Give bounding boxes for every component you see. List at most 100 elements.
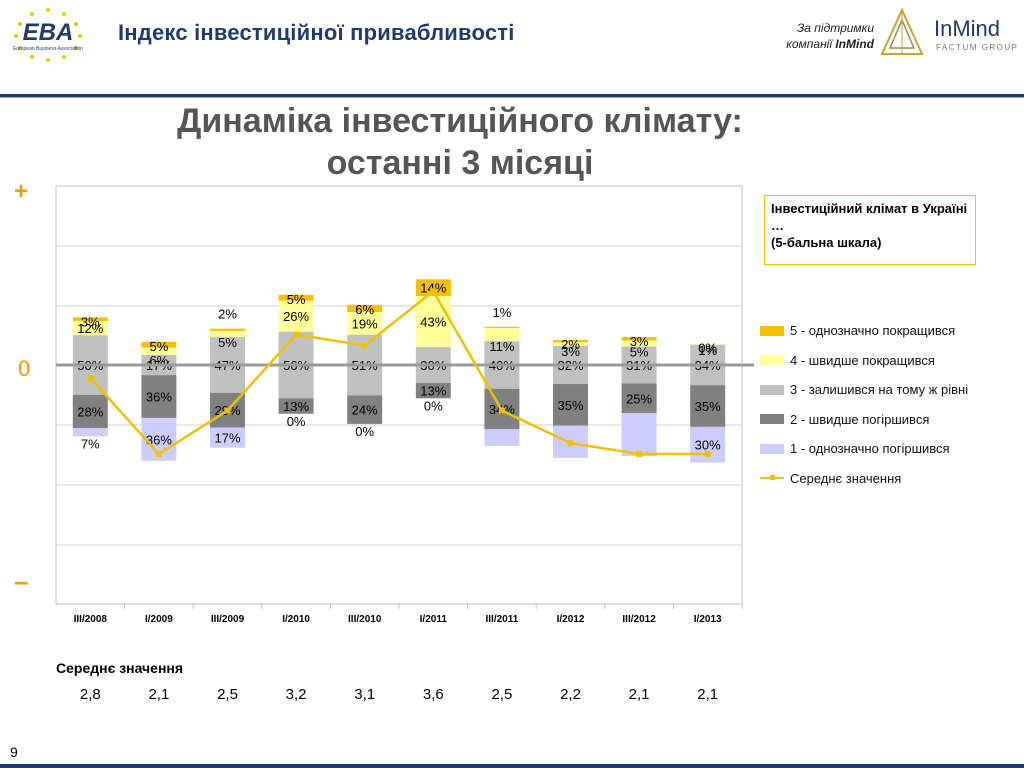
bar-segment: [210, 427, 245, 448]
data-label: 17%: [214, 431, 240, 446]
data-label: 28%: [77, 404, 103, 419]
eba-logo-subtext: European Business Association: [13, 46, 83, 52]
data-label: 0%: [355, 424, 374, 439]
average-value: 3,1: [354, 686, 376, 703]
bar-segment: [347, 395, 383, 424]
bar-segment: [347, 312, 383, 335]
average-point: [567, 440, 574, 447]
bar-segment: [141, 347, 177, 355]
bar-segment: [141, 375, 177, 418]
average-value: 3,6: [422, 686, 444, 703]
average-value: 2,5: [217, 686, 238, 703]
x-tick-label: III/2010: [348, 614, 382, 625]
support-line1: За підтримки: [796, 21, 874, 35]
data-label: 5%: [150, 339, 169, 354]
x-tick-label: III/2012: [622, 614, 656, 625]
legend-label: 4 - швидше покращився: [790, 352, 935, 368]
average-value: 2,1: [148, 686, 170, 703]
data-label: 0%: [287, 414, 306, 429]
bar-segment: [415, 295, 451, 348]
bar-segment: [690, 343, 726, 345]
header-divider: [0, 94, 1024, 97]
x-tick-label: III/2008: [74, 614, 108, 625]
data-label: 30%: [695, 438, 721, 453]
data-label: 5%: [218, 335, 237, 350]
legend-swatch: [760, 325, 784, 336]
data-label: 19%: [352, 316, 378, 331]
slide-title: Динаміка інвестиційного клімату: останні…: [0, 100, 920, 184]
legend-label: 3 - залишився на тому ж рівні: [790, 382, 969, 398]
legend-item: 3 - залишився на тому ж рівні: [760, 375, 980, 405]
bar-segment: [621, 413, 657, 457]
average-point: [224, 407, 231, 414]
inmind-logo-subtext: FACTUM GROUP: [936, 43, 1018, 52]
bar-segment: [553, 384, 588, 426]
support-brand: InMind: [835, 37, 874, 51]
legend-title: Інвестиційний клімат в Україні … (5-баль…: [764, 195, 976, 265]
average-point: [636, 450, 643, 457]
bar-segment: [484, 429, 520, 446]
bar-segment: [210, 331, 245, 338]
data-label: 26%: [283, 309, 309, 324]
average-point: [155, 450, 162, 457]
page-number: 9: [10, 744, 18, 760]
inmind-logo-text: InMind: [934, 16, 1000, 41]
bar-segment: [210, 328, 245, 332]
bar-segment: [621, 337, 657, 341]
legend-item: 4 - швидше покращився: [760, 346, 980, 376]
legend-label: 2 - швидше погіршився: [790, 411, 930, 427]
data-label: 36%: [146, 390, 172, 405]
x-tick-label: III/2011: [485, 614, 518, 625]
data-label: 3%: [81, 314, 100, 329]
legend-swatch: [760, 355, 784, 366]
x-tick-label: I/2013: [694, 614, 722, 625]
bar-segment: [72, 428, 108, 437]
slide-title-line1: Динаміка інвестиційного клімату:: [177, 102, 743, 140]
bar-segment: [553, 340, 588, 343]
data-label: 1%: [698, 343, 717, 358]
legend-item: Середнє значення: [760, 464, 980, 494]
data-label: 24%: [352, 403, 378, 418]
average-value: 2,5: [491, 686, 513, 703]
data-label: 5%: [630, 345, 649, 360]
legend-item: 2 - швидше погіршився: [760, 405, 980, 435]
average-value: 2,1: [628, 686, 650, 703]
bar-segment: [484, 326, 520, 329]
average-point: [361, 342, 368, 349]
bar-segment: [278, 294, 314, 301]
average-value: 2,2: [560, 686, 581, 703]
x-tick-label: I/2011: [420, 614, 448, 625]
data-label: 2%: [561, 337, 580, 352]
average-point: [498, 407, 505, 414]
data-label: 13%: [283, 399, 309, 414]
legend-swatch: [760, 443, 784, 454]
x-tick-label: III/2009: [211, 614, 245, 625]
data-label: 7%: [81, 436, 100, 451]
bar-segment: [484, 328, 520, 342]
average-value: 2,1: [697, 686, 719, 703]
inmind-logo: InMind FACTUM GROUP: [880, 8, 1018, 55]
data-label: 5%: [287, 292, 306, 307]
bar-segment: [415, 382, 451, 399]
average-point: [704, 450, 711, 457]
bar-segment: [72, 394, 108, 429]
x-tick-label: I/2012: [557, 614, 585, 625]
data-label: 36%: [146, 432, 172, 447]
legend-label: 1 - однозначно погіршився: [790, 441, 950, 457]
data-label: 14%: [420, 281, 446, 296]
bar-segment: [621, 383, 657, 414]
x-tick-label: I/2009: [145, 614, 173, 625]
support-line2: компанії InMind: [786, 36, 874, 52]
average-point: [430, 288, 437, 295]
data-label: 12%: [77, 321, 103, 336]
bar-segment: [415, 279, 451, 296]
eba-logo-text: EBA: [23, 19, 74, 46]
bar-segment: [72, 317, 108, 321]
support-note: За підтримки компанії InMind: [786, 20, 874, 52]
data-label: 35%: [557, 398, 583, 413]
data-label: 13%: [420, 384, 446, 399]
header: EBA European Business Association Індекс…: [0, 0, 1024, 96]
header-title: Індекс інвестиційної привабливості: [118, 20, 515, 45]
axis-zero-mark: 0: [18, 356, 31, 381]
bar-segment: [690, 385, 726, 427]
